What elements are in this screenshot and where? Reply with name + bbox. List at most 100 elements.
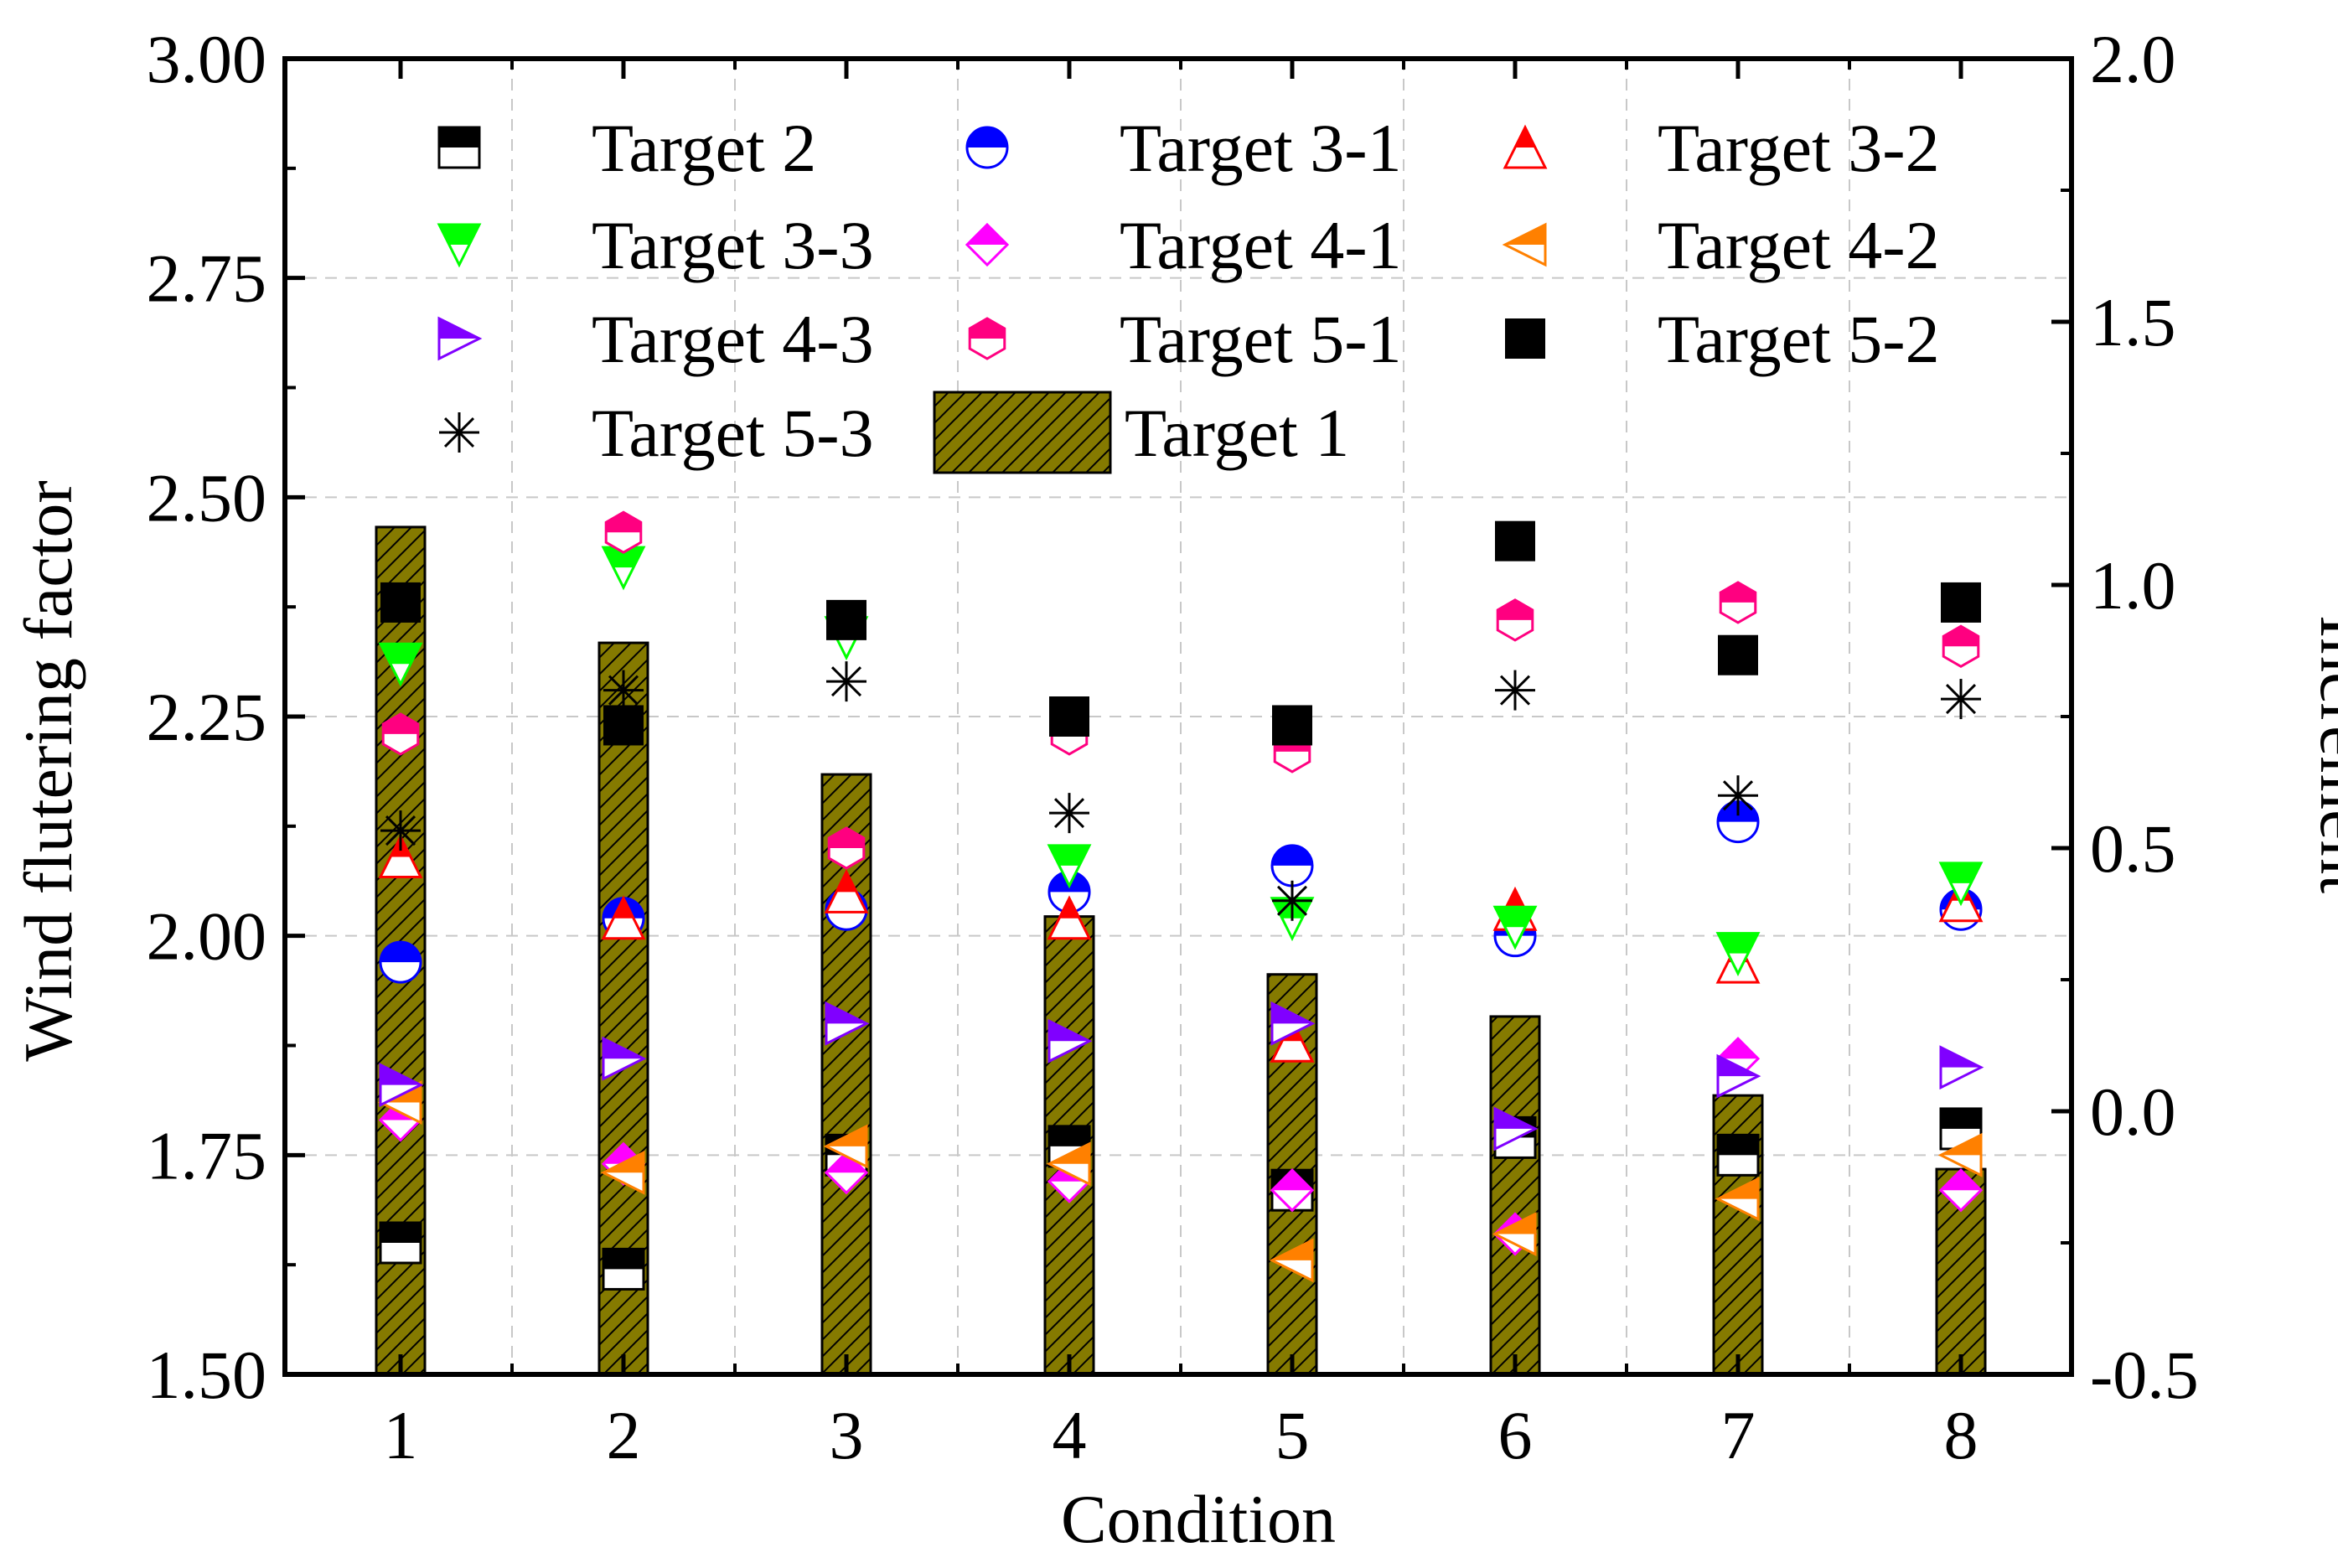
marker-target-5-2 [1941, 582, 1981, 623]
marker-target-4-1-part [826, 1152, 866, 1173]
y2-tick-label: -0.5 [2090, 1337, 2199, 1413]
marker-target-4-1-part [1272, 1170, 1312, 1191]
legend: Target 2 Target 3-1 Target 3-2 Target 3-3 Ta… [437, 110, 1940, 474]
marker-target-3-2-part [1505, 889, 1525, 910]
legend-label: Target 3-1 [1120, 110, 1402, 186]
marker-target-4-2 [600, 1150, 645, 1195]
marker-target-3-2-part [836, 872, 856, 893]
marker-target-5-3-part [1053, 798, 1085, 829]
marker-target-3-2 [601, 895, 646, 940]
marker-target-5-1 [604, 510, 643, 554]
x-tick-label: 5 [1275, 1397, 1310, 1473]
marker-target-4-2 [1937, 1132, 1983, 1177]
marker-target-5-1-part [606, 512, 641, 533]
marker-target-3-2-part [1059, 898, 1079, 919]
marker-target-5-1-part [383, 713, 418, 734]
marker-target-5-3-part [608, 675, 639, 706]
marker-target-2-part [603, 1249, 644, 1270]
x-tick-label: 8 [1944, 1397, 1979, 1473]
marker-target-2-part [380, 1223, 421, 1243]
marker-target-5-3 [1718, 775, 1758, 816]
marker-target-3-2-part [613, 898, 634, 919]
legend-swatch-target-5-3-part [443, 417, 475, 448]
y2-tick-label: 2.0 [2090, 21, 2176, 97]
legend-label: Target 4-3 [592, 301, 874, 377]
marker-target-5-3-part [1499, 675, 1531, 706]
marker-target-3-3 [378, 642, 423, 687]
marker-target-4-1 [1938, 1168, 1984, 1213]
marker-target-3-3 [1938, 862, 1984, 907]
grid-lines [285, 59, 2072, 1374]
y-axis-title: Wind flutering factor [10, 480, 86, 1061]
marker-target-5-2-part [826, 599, 866, 640]
marker-target-2 [602, 1247, 645, 1291]
y2-tick-label: 1.0 [2090, 547, 2176, 624]
marker-target-4-3 [1270, 1001, 1316, 1046]
legend-label: Target 5-2 [1658, 301, 1940, 377]
marker-target-4-2-part [1049, 1143, 1089, 1164]
marker-target-3-1-part [380, 942, 421, 963]
marker-target-4-3 [1716, 1053, 1761, 1099]
marker-target-3-3-part [1941, 862, 1981, 883]
marker-target-5-1 [1496, 598, 1534, 642]
bar-target-1 [1489, 1015, 1541, 1376]
marker-target-5-1-part [1943, 626, 1979, 647]
marker-target-5-2-part [603, 705, 644, 746]
x-tick-label: 1 [384, 1397, 418, 1473]
marker-target-2-part [1049, 1126, 1089, 1146]
legend-swatch-target-3-3-part [439, 225, 479, 245]
y2-tick-label: 0.0 [2090, 1074, 2176, 1150]
marker-target-4-3 [1047, 1018, 1093, 1063]
marker-target-2-part [1941, 1108, 1981, 1129]
y2-tick-label: 0.5 [2090, 810, 2176, 887]
marker-target-5-3-part [1722, 780, 1754, 811]
marker-target-3-3 [1492, 905, 1538, 950]
marker-target-3-1-part [1272, 845, 1312, 866]
marker-target-3-3 [1047, 844, 1092, 889]
marker-target-5-1-part [1497, 599, 1533, 620]
y-tick-label: 2.25 [147, 679, 267, 755]
marker-target-5-3 [1049, 793, 1089, 834]
marker-target-5-3 [1272, 880, 1312, 921]
marker-target-5-2 [1495, 520, 1535, 561]
x-tick-label: 3 [830, 1397, 864, 1473]
marker-target-3-2 [824, 868, 869, 913]
marker-target-5-3 [1941, 679, 1981, 720]
legend-swatch-target-4-3 [437, 316, 483, 361]
legend-swatch-target-3-1 [965, 126, 1009, 169]
y-tick-label: 2.00 [147, 898, 267, 975]
marker-target-4-3 [1939, 1045, 1984, 1090]
marker-target-5-3-part [385, 815, 416, 846]
marker-target-5-2 [603, 705, 644, 746]
marker-target-3-2-part [1270, 1017, 1315, 1063]
marker-target-4-3 [602, 1036, 647, 1081]
marker-target-3-2 [1047, 895, 1092, 940]
marker-target-3-2-part [378, 834, 423, 878]
marker-target-3-3 [1715, 932, 1761, 976]
marker-target-4-3-part [1049, 1021, 1089, 1042]
legend-swatch-target-3-2-part [1515, 127, 1535, 147]
marker-target-4-1-part [1718, 1038, 1758, 1059]
marker-target-5-2 [380, 582, 421, 623]
legend-label: Target 5-1 [1120, 301, 1402, 377]
legend-swatch-target-4-2-part [1505, 225, 1545, 245]
legend-label: Target 5-3 [592, 395, 874, 471]
x-axis-title: Condition [1061, 1481, 1336, 1557]
legend-label: Target 1 [1125, 395, 1349, 471]
marker-target-3-3-part [380, 644, 421, 665]
x-tick-label: 2 [607, 1397, 641, 1473]
marker-target-4-2 [1715, 1177, 1760, 1222]
marker-target-2-part [1718, 1135, 1758, 1156]
marker-target-4-3-part [603, 1038, 644, 1059]
marker-target-5-2-part [380, 582, 421, 623]
y-tick-label: 3.00 [147, 21, 267, 97]
marker-target-5-3-part [830, 666, 862, 697]
marker-target-4-3-part [380, 1064, 421, 1085]
x-tick-label: 7 [1721, 1397, 1756, 1473]
legend-swatch-target-5-1 [968, 317, 1006, 360]
marker-target-4-1 [1270, 1168, 1315, 1213]
marker-target-4-2 [1046, 1141, 1091, 1187]
marker-target-5-1-part [829, 828, 864, 848]
marker-target-3-3-part [1495, 907, 1535, 928]
marker-target-5-2-part [1718, 634, 1758, 675]
